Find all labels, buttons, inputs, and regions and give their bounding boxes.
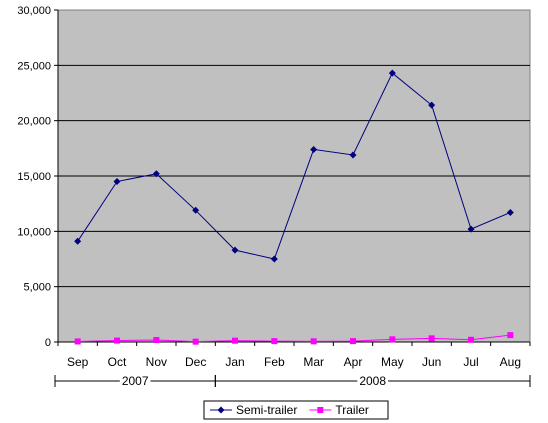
x-axis: Sep Oct Nov Dec Jan Feb Mar Apr May Jun Jul Aug 2007… — [54, 341, 531, 388]
data-point — [232, 337, 238, 344]
y-tick-label: 30,000 — [17, 5, 51, 17]
data-point — [428, 101, 436, 109]
data-point — [74, 237, 82, 245]
y-tick-label: 0 — [45, 337, 51, 349]
year-group-label: 2007 — [122, 374, 149, 388]
y-axis: 0 5,000 10,000 15,000 20,000 25,000 30,000 — [17, 5, 59, 349]
legend: Semi-trailer Trailer — [203, 400, 389, 420]
x-tick-label: Mar — [303, 355, 324, 369]
data-point — [270, 255, 278, 263]
data-point — [428, 335, 435, 342]
legend-label: Semi-trailer — [236, 403, 297, 417]
legend-box — [203, 400, 389, 420]
legend-marker — [217, 406, 225, 414]
x-tick-label: Dec — [185, 355, 206, 369]
data-point — [113, 178, 121, 186]
grid-lines — [58, 64, 530, 288]
x-tick-label: Nov — [146, 355, 167, 369]
data-point — [310, 145, 318, 153]
legend-label: Trailer — [335, 403, 369, 417]
data-point — [74, 338, 81, 345]
data-point — [192, 206, 200, 214]
x-tick-label: May — [381, 355, 404, 369]
x-tick-label: Jun — [422, 355, 441, 369]
y-tick-label: 5,000 — [23, 282, 51, 294]
data-point — [506, 209, 514, 217]
y-tick-label: 15,000 — [17, 171, 51, 183]
y-tick-label: 10,000 — [17, 226, 51, 238]
y-tick-label: 20,000 — [17, 116, 51, 128]
data-point — [468, 336, 474, 343]
data-point — [507, 332, 514, 339]
data-point — [350, 338, 356, 345]
series-trailer — [74, 332, 514, 345]
year-group-label: 2008 — [359, 374, 386, 388]
data-point — [192, 338, 199, 345]
series-semi-trailer — [74, 69, 514, 263]
legend-marker — [317, 407, 324, 413]
data-point — [310, 338, 317, 345]
x-tick-label: Jul — [463, 355, 478, 369]
data-point — [467, 225, 475, 233]
y-tick-label: 25,000 — [17, 60, 51, 72]
data-point — [152, 170, 160, 178]
series-layer — [74, 69, 514, 345]
data-point — [389, 336, 396, 343]
x-tick-label: Oct — [108, 355, 127, 369]
x-tick-label: Feb — [264, 355, 285, 369]
x-tick-label: Sep — [67, 355, 89, 369]
data-point — [271, 338, 278, 345]
x-tick-label: Aug — [500, 355, 521, 369]
series-line — [77, 334, 511, 343]
data-point — [231, 246, 239, 254]
data-point — [114, 337, 120, 344]
x-tick-label: Apr — [344, 355, 363, 369]
data-point — [388, 69, 396, 77]
data-point — [153, 337, 160, 344]
data-point — [349, 151, 357, 159]
series-line — [77, 72, 511, 260]
x-tick-label: Jan — [225, 355, 244, 369]
